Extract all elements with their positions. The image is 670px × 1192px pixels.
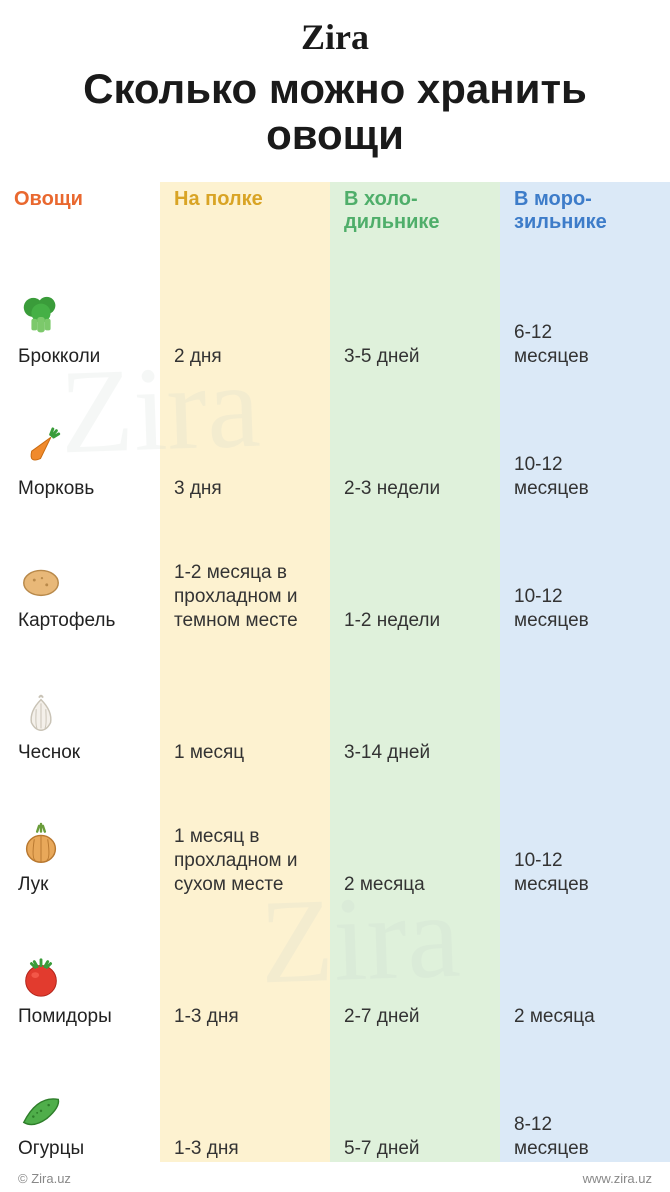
page-title: Сколько можно хранить овощи bbox=[0, 58, 670, 178]
fridge-cell-value: 2 месяца bbox=[344, 873, 486, 897]
freezer-cell: 10-12 месяцев bbox=[500, 384, 670, 516]
vegetable-name: Огурцы bbox=[18, 1138, 146, 1160]
shelf-cell-value: 2 дня bbox=[174, 345, 316, 369]
shelf-cell-value: 1 месяц в прохладном и сухом месте bbox=[174, 825, 316, 896]
potato-icon bbox=[18, 558, 64, 604]
vegetable-name: Брокколи bbox=[18, 346, 146, 368]
onion-icon bbox=[18, 822, 64, 868]
vegetable-name: Помидоры bbox=[18, 1006, 146, 1028]
shelf-cell: 1 месяц в прохладном и сухом месте bbox=[160, 780, 330, 912]
vegetable-cell: Брокколи bbox=[0, 252, 160, 384]
freezer-cell-value: 10-12 месяцев bbox=[514, 453, 656, 501]
storage-table: Овощи На полке В холо- дильнике В моро- … bbox=[0, 178, 670, 252]
freezer-cell: 8-12 месяцев bbox=[500, 1044, 670, 1176]
header-freezer: В моро- зильнике bbox=[500, 178, 670, 252]
shelf-cell: 2 дня bbox=[160, 252, 330, 384]
vegetable-cell: Огурцы bbox=[0, 1044, 160, 1176]
fridge-cell: 3-14 дней bbox=[330, 648, 500, 780]
freezer-cell: 10-12 месяцев bbox=[500, 780, 670, 912]
fridge-cell: 2 месяца bbox=[330, 780, 500, 912]
cucumber-icon bbox=[18, 1086, 64, 1132]
freezer-cell-value: 6-12 месяцев bbox=[514, 321, 656, 369]
fridge-cell-value: 3-14 дней bbox=[344, 741, 486, 765]
fridge-cell-value: 5-7 дней bbox=[344, 1137, 486, 1161]
shelf-cell: 1-2 месяца в прохладном и темном месте bbox=[160, 516, 330, 648]
shelf-cell: 1 месяц bbox=[160, 648, 330, 780]
vegetable-cell: Картофель bbox=[0, 516, 160, 648]
header-shelf: На полке bbox=[160, 178, 330, 252]
vegetable-cell: Чеснок bbox=[0, 648, 160, 780]
shelf-cell-value: 1-3 дня bbox=[174, 1137, 316, 1161]
shelf-cell: 1-3 дня bbox=[160, 912, 330, 1044]
vegetable-name: Картофель bbox=[18, 610, 146, 632]
vegetable-cell: Помидоры bbox=[0, 912, 160, 1044]
freezer-cell: 6-12 месяцев bbox=[500, 252, 670, 384]
shelf-cell-value: 1-3 дня bbox=[174, 1005, 316, 1029]
table-body: Брокколи 2 дня 3-5 дней 6-12 месяцев Морковь… bbox=[0, 252, 670, 1176]
fridge-cell: 2-7 дней bbox=[330, 912, 500, 1044]
fridge-cell-value: 2-7 дней bbox=[344, 1005, 486, 1029]
garlic-icon bbox=[18, 690, 64, 736]
carrot-icon bbox=[18, 426, 64, 472]
shelf-cell: 1-3 дня bbox=[160, 1044, 330, 1176]
vegetable-cell: Лук bbox=[0, 780, 160, 912]
freezer-cell-value: 10-12 месяцев bbox=[514, 849, 656, 897]
broccoli-icon bbox=[18, 294, 64, 340]
freezer-cell-value: 8-12 месяцев bbox=[514, 1113, 656, 1161]
header-vegetable: Овощи bbox=[0, 178, 160, 252]
fridge-cell: 3-5 дней bbox=[330, 252, 500, 384]
freezer-cell: 2 месяца bbox=[500, 912, 670, 1044]
vegetable-name: Лук bbox=[18, 874, 146, 896]
shelf-cell-value: 3 дня bbox=[174, 477, 316, 501]
vegetable-cell: Морковь bbox=[0, 384, 160, 516]
fridge-cell-value: 3-5 дней bbox=[344, 345, 486, 369]
fridge-cell: 5-7 дней bbox=[330, 1044, 500, 1176]
vegetable-name: Чеснок bbox=[18, 742, 146, 764]
shelf-cell: 3 дня bbox=[160, 384, 330, 516]
fridge-cell-value: 2-3 недели bbox=[344, 477, 486, 501]
freezer-cell bbox=[500, 648, 670, 780]
freezer-cell-value: 2 месяца bbox=[514, 1005, 656, 1029]
tomato-icon bbox=[18, 954, 64, 1000]
fridge-cell: 2-3 недели bbox=[330, 384, 500, 516]
shelf-cell-value: 1 месяц bbox=[174, 741, 316, 765]
header-fridge: В холо- дильнике bbox=[330, 178, 500, 252]
brand-logo: Zira bbox=[0, 0, 670, 58]
shelf-cell-value: 1-2 месяца в прохладном и темном месте bbox=[174, 561, 316, 632]
vegetable-name: Морковь bbox=[18, 478, 146, 500]
freezer-cell: 10-12 месяцев bbox=[500, 516, 670, 648]
freezer-cell-value: 10-12 месяцев bbox=[514, 585, 656, 633]
fridge-cell: 1-2 недели bbox=[330, 516, 500, 648]
fridge-cell-value: 1-2 недели bbox=[344, 609, 486, 633]
